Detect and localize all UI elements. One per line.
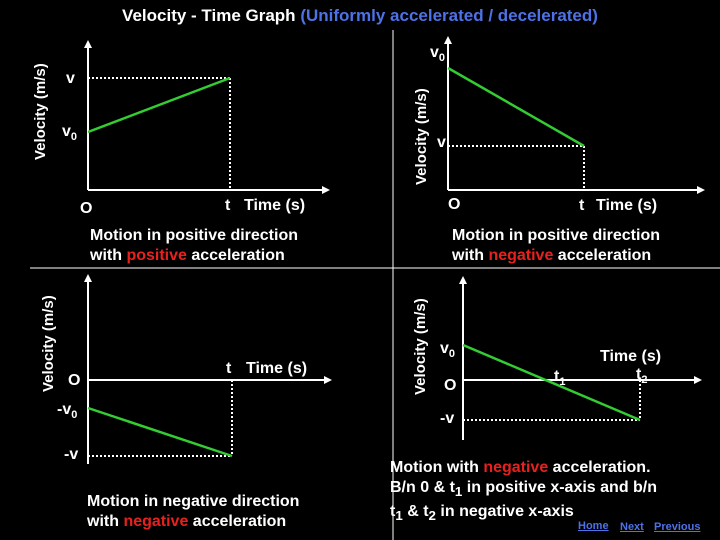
x-axis-label: Time (s) — [600, 348, 662, 365]
graph-bottom-right — [459, 276, 702, 440]
y-axis-label: Velocity (m/s) — [40, 295, 57, 392]
t-label: t — [226, 360, 232, 377]
v-label: v — [66, 70, 75, 87]
velocity-line — [87, 76, 231, 134]
caption-bottom-left: Motion in negative direction with negati… — [87, 493, 300, 530]
velocity-line — [447, 66, 585, 148]
v0-label: v0 — [430, 44, 446, 65]
next-link[interactable]: Next — [620, 521, 644, 533]
origin-label: O — [68, 372, 81, 389]
neg-v0-label: -v0 — [57, 401, 78, 422]
graph-top-left — [84, 40, 330, 194]
graph-bottom-left — [84, 274, 332, 464]
x-axis-label: Time (s) — [246, 360, 308, 377]
neg-v-label: -v — [64, 446, 79, 463]
neg-v-label: -v — [440, 410, 455, 427]
title-main: Velocity - Time Graph — [122, 6, 296, 25]
y-axis-label: Velocity (m/s) — [32, 63, 49, 160]
title-paren: (Uniformly accelerated / decelerated) — [300, 6, 598, 25]
t-label: t — [225, 197, 231, 214]
previous-link[interactable]: Previous — [654, 521, 701, 533]
v-label: v — [437, 134, 446, 151]
t1-label: t1 — [554, 368, 566, 389]
velocity-line — [87, 406, 233, 458]
home-link[interactable]: Home — [578, 520, 609, 532]
caption-bottom-right: Motion with negative acceleration. B/n 0… — [390, 459, 658, 524]
v0-label: v0 — [62, 123, 78, 144]
y-axis-label: Velocity (m/s) — [412, 298, 429, 395]
velocity-line — [462, 343, 641, 422]
x-axis-label: Time (s) — [244, 197, 306, 214]
page-title: Velocity - Time Graph (Uniformly acceler… — [0, 6, 720, 26]
y-axis-label: Velocity (m/s) — [413, 88, 430, 185]
graph-top-right — [444, 36, 705, 194]
caption-top-right: Motion in positive direction with negati… — [452, 227, 660, 264]
v0-label: v0 — [440, 340, 456, 361]
t2-label: t2 — [636, 366, 648, 387]
x-axis-label: Time (s) — [596, 197, 658, 214]
caption-top-left: Motion in positive direction with positi… — [90, 227, 298, 264]
origin-label: O — [448, 196, 461, 213]
origin-label: O — [80, 200, 93, 217]
origin-label: O — [444, 377, 457, 394]
t-label: t — [579, 197, 585, 214]
